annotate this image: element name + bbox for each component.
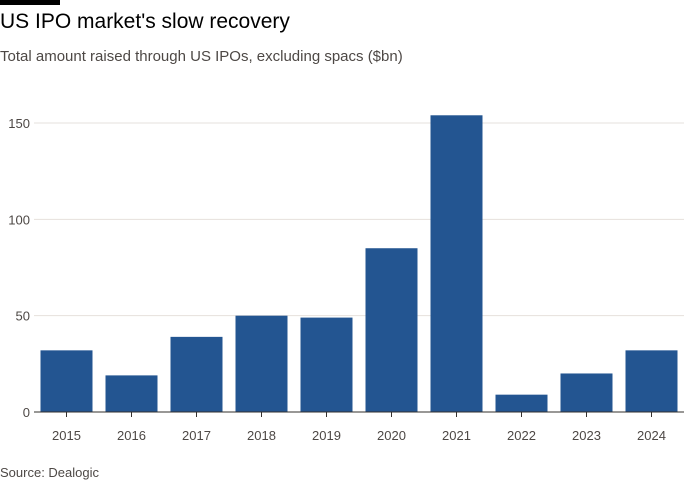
bar-2015	[40, 350, 93, 412]
x-tick-label-2024: 2024	[637, 428, 666, 443]
chart-title: US IPO market's slow recovery	[0, 10, 290, 33]
x-tick-label-2023: 2023	[572, 428, 601, 443]
x-tick-label-2015: 2015	[52, 428, 81, 443]
bar-2017	[170, 336, 223, 412]
x-tick-label-2019: 2019	[312, 428, 341, 443]
y-tick-label-100: 100	[8, 212, 30, 227]
x-tick-label-2016: 2016	[117, 428, 146, 443]
x-tick-label-2018: 2018	[247, 428, 276, 443]
bar-2023	[560, 373, 613, 412]
bar-2024	[625, 350, 678, 412]
bar-2020	[365, 248, 418, 412]
bar-2019	[300, 317, 353, 412]
chart-subtitle: Total amount raised through US IPOs, exc…	[0, 48, 403, 65]
top-rule	[0, 0, 60, 5]
bar-2022	[495, 394, 548, 412]
x-tick-label-2017: 2017	[182, 428, 211, 443]
x-tick-label-2021: 2021	[442, 428, 471, 443]
y-tick-label-50: 50	[16, 309, 30, 324]
bar-2021	[430, 115, 483, 412]
axis-layer	[34, 411, 684, 417]
y-tick-label-150: 150	[8, 116, 30, 131]
source-note: Source: Dealogic	[0, 465, 99, 480]
x-tick-label-2020: 2020	[377, 428, 406, 443]
x-tick-label-2022: 2022	[507, 428, 536, 443]
bar-layer	[40, 115, 678, 412]
label-layer: 0 50 100 150 2015 2016 2017 2018 2019 2020 2021 202…	[8, 116, 666, 443]
bar-2016	[105, 375, 158, 412]
bar-2018	[235, 315, 288, 412]
grid-layer	[34, 122, 684, 317]
y-tick-label-0: 0	[23, 405, 30, 420]
